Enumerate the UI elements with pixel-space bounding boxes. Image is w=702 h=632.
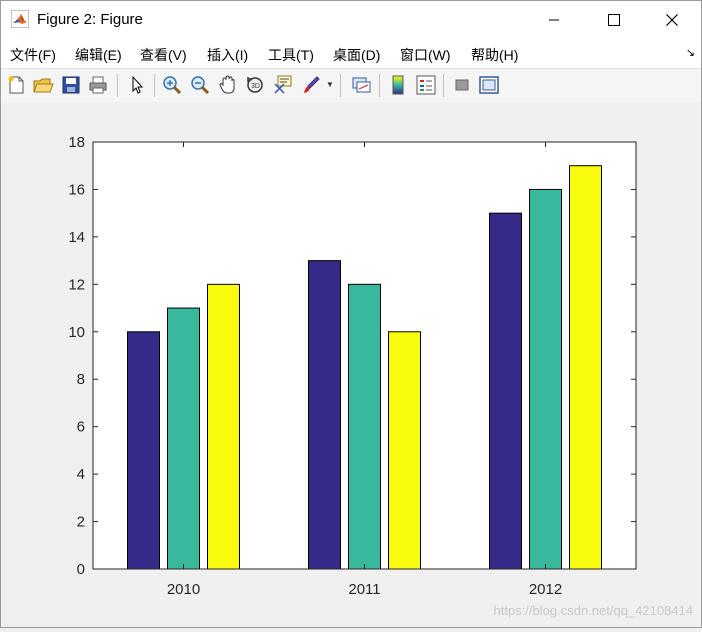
title-bar[interactable]: Figure 2: Figure xyxy=(1,1,701,38)
x-tick-label: 2012 xyxy=(529,581,562,598)
toolbar-separator xyxy=(443,74,444,97)
y-tick-label: 0 xyxy=(77,561,85,578)
window-title: Figure 2: Figure xyxy=(37,11,143,28)
show-plot-tools-icon[interactable] xyxy=(478,74,500,96)
bar-series-group xyxy=(127,165,602,570)
y-tick-label: 10 xyxy=(68,324,85,341)
menu-help[interactable]: 帮助(H) xyxy=(471,47,519,63)
matlab-logo-icon xyxy=(11,10,29,28)
toolbar-separator xyxy=(154,74,155,97)
menu-bar: 文件(F) 编辑(E) 查看(V) 插入(I) 工具(T) 桌面(D) 窗口(W… xyxy=(1,38,701,68)
bar-2011-series-1[interactable] xyxy=(308,260,341,570)
save-icon[interactable] xyxy=(60,74,82,96)
link-plot-icon[interactable] xyxy=(350,74,372,96)
new-figure-icon[interactable] xyxy=(5,74,27,96)
bar-2012-series-3[interactable] xyxy=(569,165,602,570)
y-tick-label: 16 xyxy=(68,181,85,198)
menu-window[interactable]: 窗口(W) xyxy=(400,47,451,63)
y-tick-label: 6 xyxy=(77,419,85,436)
menu-view[interactable]: 查看(V) xyxy=(140,47,187,63)
maximize-icon xyxy=(608,13,620,26)
minimize-button[interactable] xyxy=(531,1,577,38)
zoom-in-icon[interactable] xyxy=(161,74,183,96)
menu-tools[interactable]: 工具(T) xyxy=(268,47,314,63)
y-tick-label: 12 xyxy=(68,276,85,293)
close-button[interactable] xyxy=(649,1,695,38)
bar-2010-series-3[interactable] xyxy=(207,283,240,570)
axes-box xyxy=(92,141,637,570)
bar-2012-series-2[interactable] xyxy=(529,188,562,570)
open-file-icon[interactable] xyxy=(32,74,54,96)
y-tick-label: 18 xyxy=(68,134,85,151)
colorbar-icon[interactable] xyxy=(387,74,409,96)
y-tick-label: 4 xyxy=(77,466,85,483)
dock-arrow-icon[interactable]: ↘ xyxy=(685,47,695,59)
menu-desktop[interactable]: 桌面(D) xyxy=(333,47,381,63)
y-tick-label: 2 xyxy=(77,514,85,531)
x-tick-label: 2010 xyxy=(167,581,200,598)
bar-2011-series-3[interactable] xyxy=(388,331,421,570)
toolbar-separator xyxy=(117,74,118,97)
select-arrow-icon[interactable] xyxy=(126,74,148,96)
legend-icon[interactable] xyxy=(415,74,437,96)
x-tick-label: 2011 xyxy=(348,581,380,598)
menu-edit[interactable]: 编辑(E) xyxy=(75,47,122,63)
bar-chart[interactable]: 2010 2011 2012 0 2 4 6 8 10 12 14 16 18 xyxy=(1,102,701,627)
data-cursor-icon[interactable] xyxy=(272,74,294,96)
bar-2011-series-2[interactable] xyxy=(348,283,381,570)
y-tick-label: 8 xyxy=(77,371,85,388)
svg-text:3D: 3D xyxy=(251,83,260,90)
brush-dropdown-icon[interactable]: ▼ xyxy=(326,80,334,89)
hide-plot-tools-icon[interactable] xyxy=(451,74,473,96)
zoom-out-icon[interactable] xyxy=(189,74,211,96)
y-tick-label: 14 xyxy=(68,229,85,246)
figure-toolbar: 3D ▼ xyxy=(1,68,701,103)
maximize-button[interactable] xyxy=(591,1,637,38)
close-icon xyxy=(666,13,678,26)
rotate-3d-icon[interactable]: 3D xyxy=(244,74,266,96)
toolbar-separator xyxy=(379,74,380,97)
toolbar-separator xyxy=(340,74,341,97)
figure-canvas: 2010 2011 2012 0 2 4 6 8 10 12 14 16 18 https://blog… xyxy=(1,102,701,627)
pan-hand-icon[interactable] xyxy=(217,74,239,96)
bar-2012-series-1[interactable] xyxy=(489,212,522,570)
watermark-text: https://blog.csdn.net/qq_42108414 xyxy=(493,603,694,618)
minimize-icon xyxy=(549,19,559,20)
bar-2010-series-2[interactable] xyxy=(167,307,200,570)
menu-insert[interactable]: 插入(I) xyxy=(207,47,249,63)
print-icon[interactable] xyxy=(87,74,109,96)
menu-file[interactable]: 文件(F) xyxy=(10,47,56,63)
bar-2010-series-1[interactable] xyxy=(127,331,160,570)
brush-icon[interactable] xyxy=(300,74,322,96)
